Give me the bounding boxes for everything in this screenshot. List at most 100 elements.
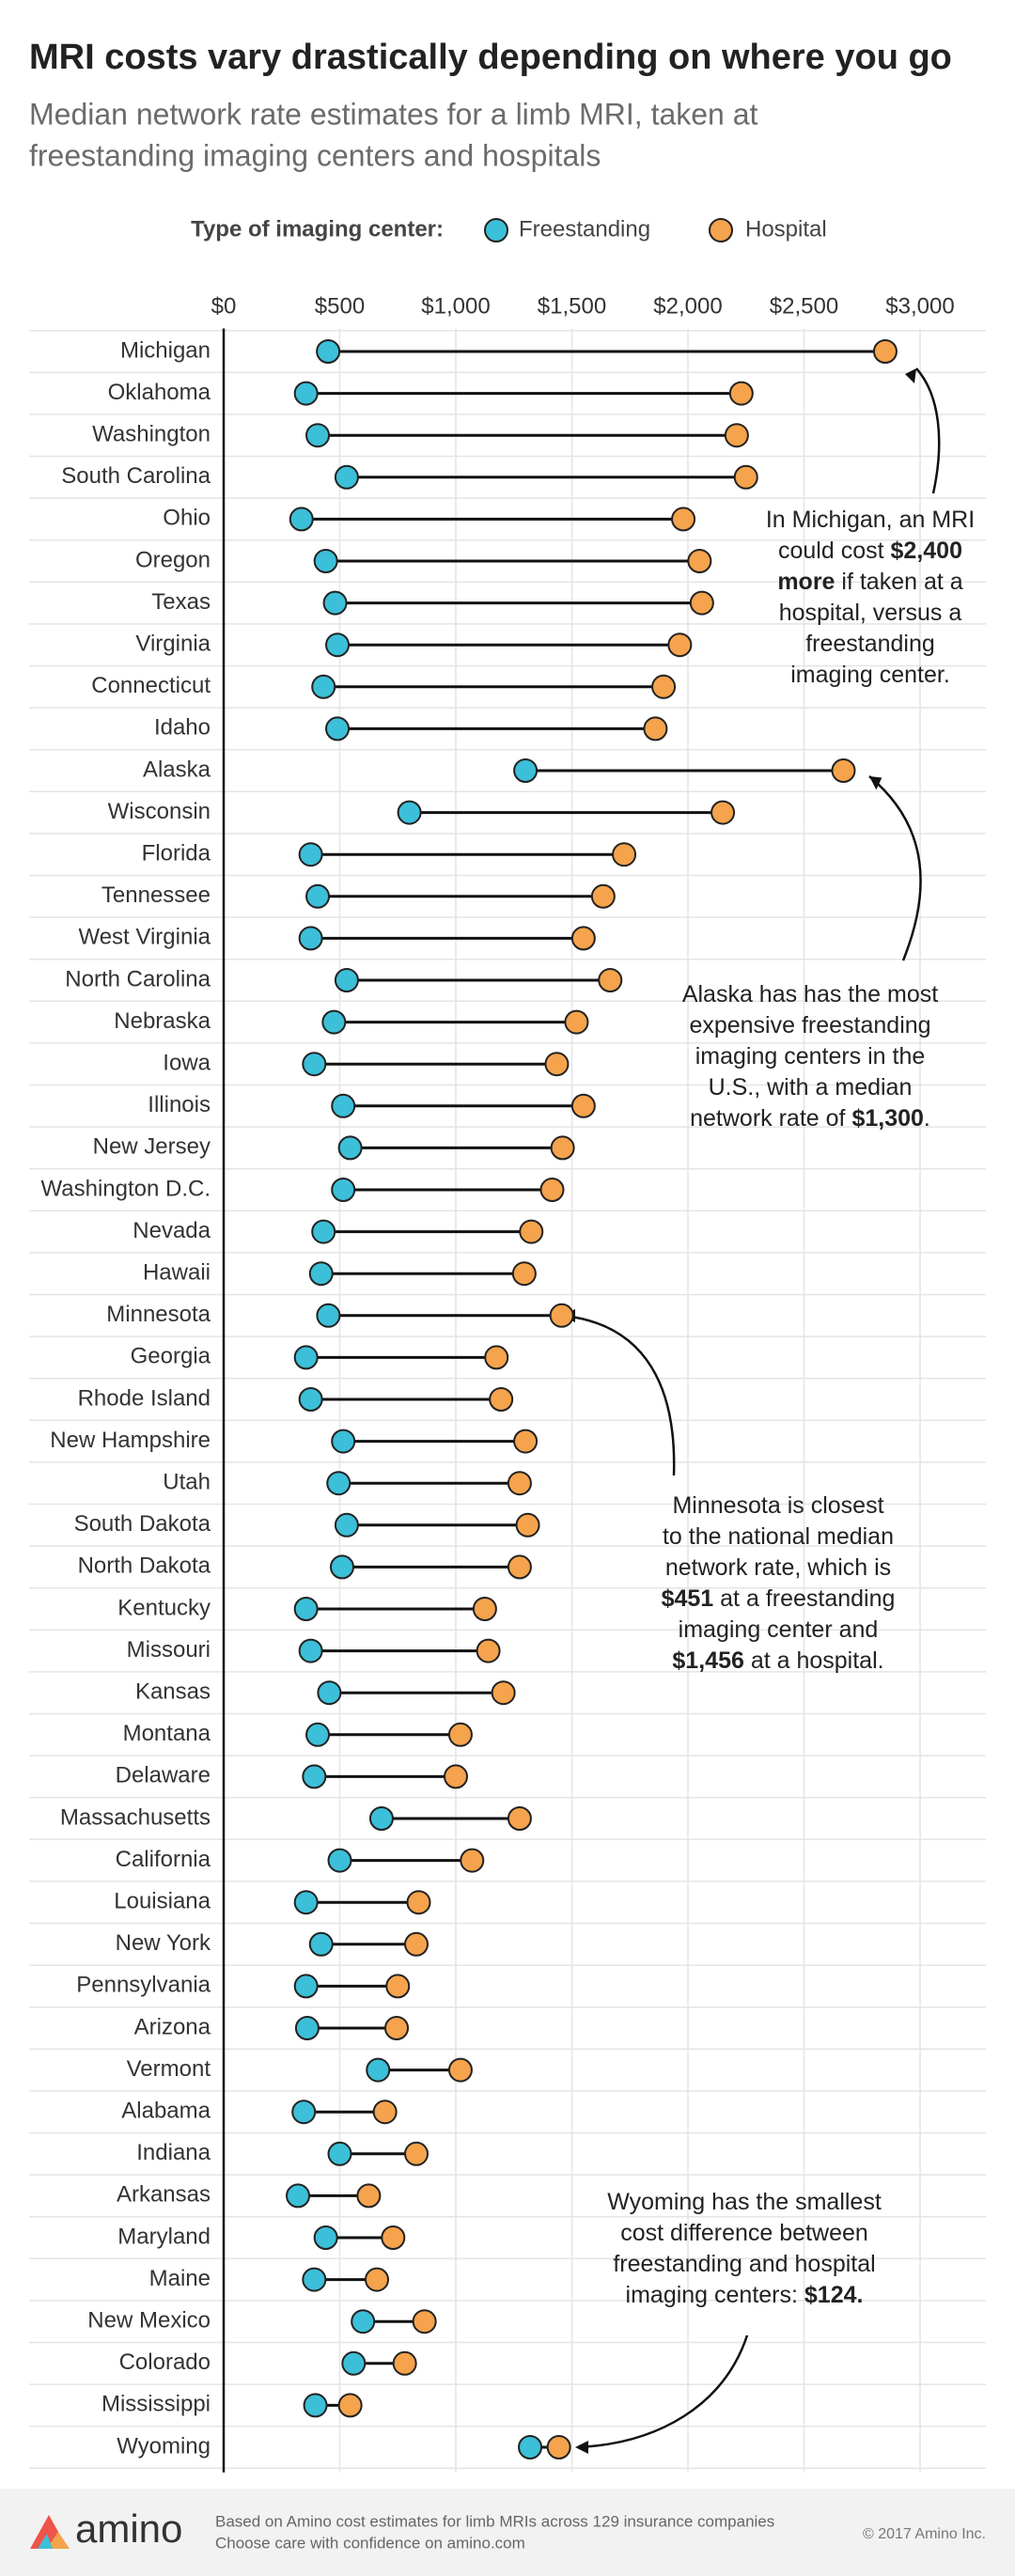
annotation-line: Minnesota is closest xyxy=(672,1492,883,1519)
y-tick-label: Oklahoma xyxy=(108,380,211,405)
x-tick-label: $2,000 xyxy=(653,293,722,319)
dot xyxy=(293,1974,319,1999)
dot xyxy=(322,590,348,616)
annotation-line: cost difference between xyxy=(620,2220,868,2246)
dot xyxy=(356,2183,382,2209)
annotation-line: network rate of $1,300. xyxy=(690,1105,930,1132)
logo-shape xyxy=(30,2515,58,2549)
dot xyxy=(643,716,668,742)
y-tick-label: Alabama xyxy=(121,2099,211,2124)
annotation-text: $2,400 xyxy=(891,538,962,564)
annotation-text: U.S., with a median xyxy=(709,1074,913,1101)
y-tick-label: Massachusetts xyxy=(60,1804,211,1830)
dot xyxy=(570,926,596,951)
chart-subtitle: freestanding imaging centers and hospita… xyxy=(29,138,601,172)
y-tick-label: Pennsylvania xyxy=(76,1973,211,1998)
annotation-text: In Michigan, an MRI xyxy=(766,507,975,533)
annotation-text: imaging centers in the xyxy=(695,1043,926,1069)
y-tick-label: South Carolina xyxy=(61,463,211,489)
annotation-text: Minnesota is closest xyxy=(672,1492,883,1519)
y-tick-label: Arizona xyxy=(134,2014,211,2039)
dot xyxy=(491,1680,516,1706)
annotation-line: to the national median xyxy=(663,1523,894,1550)
annotation-text: Wyoming has the smallest xyxy=(607,2189,882,2215)
y-tick-label: New York xyxy=(116,1930,211,1956)
dot xyxy=(513,1429,539,1454)
legend-label: Freestanding xyxy=(519,216,650,242)
dot xyxy=(327,1848,352,1873)
dot xyxy=(368,1806,394,1831)
dot xyxy=(365,2267,390,2292)
dot xyxy=(447,1722,473,1747)
y-tick-label: Kansas xyxy=(135,1679,211,1705)
dot xyxy=(317,1680,342,1706)
y-tick-label: Michigan xyxy=(120,337,211,363)
annotation-text: at a freestanding xyxy=(713,1585,895,1612)
dot xyxy=(305,423,331,448)
dot xyxy=(444,1764,468,1789)
annotation-text: hospital, versus a xyxy=(779,600,962,626)
dot xyxy=(392,2350,417,2376)
dot xyxy=(321,1009,347,1035)
annotation-line: imaging centers: $124. xyxy=(626,2282,864,2308)
dot xyxy=(406,1890,431,1915)
dot xyxy=(539,1178,565,1202)
footer-band xyxy=(0,2489,1015,2576)
y-tick-label: Washington D.C. xyxy=(40,1176,211,1201)
dot xyxy=(404,1931,429,1957)
dot xyxy=(311,1219,336,1244)
dot xyxy=(289,507,314,532)
annotation-line: imaging center. xyxy=(790,662,950,688)
dot xyxy=(334,464,359,490)
y-tick-label: Nebraska xyxy=(114,1008,211,1034)
y-tick-label: North Dakota xyxy=(78,1553,211,1579)
annotation-text: if taken at a xyxy=(835,569,962,595)
y-tick-label: Texas xyxy=(151,589,211,615)
dot xyxy=(570,1093,596,1118)
annotation-line: expensive freestanding xyxy=(689,1012,930,1038)
dot xyxy=(305,1722,331,1747)
dot xyxy=(366,2057,391,2083)
y-tick-label: Tennessee xyxy=(102,882,211,908)
dot xyxy=(311,674,336,699)
annotation-text: $124. xyxy=(804,2282,864,2308)
annotation-line: In Michigan, an MRI xyxy=(766,507,975,533)
dot xyxy=(515,1512,540,1538)
y-tick-label: Virginia xyxy=(135,632,211,657)
dot xyxy=(404,2141,429,2166)
annotation-line: Alaska has has the most xyxy=(682,981,938,1007)
grid xyxy=(29,328,986,2473)
annotation-line: freestanding xyxy=(805,631,935,657)
y-tick-label: Connecticut xyxy=(91,673,211,698)
dot xyxy=(326,1471,351,1496)
logo-text: amino xyxy=(75,2506,182,2551)
annotation-line: imaging centers in the xyxy=(695,1043,926,1069)
annotation-text: freestanding and hospital xyxy=(613,2251,875,2277)
dot xyxy=(667,632,693,658)
legend-title: Type of imaging center: xyxy=(191,216,444,242)
dot xyxy=(298,926,323,951)
y-tick-label: Kentucky xyxy=(117,1595,211,1620)
dot xyxy=(484,1345,509,1370)
arrowhead xyxy=(869,776,882,790)
dot xyxy=(331,1093,356,1118)
dot xyxy=(733,464,758,490)
dot xyxy=(293,1597,319,1621)
y-tick-label: Wisconsin xyxy=(108,799,211,824)
dot xyxy=(612,842,637,867)
dot xyxy=(476,1638,501,1663)
annotation-text: could cost xyxy=(778,538,891,564)
y-tick-label: Missouri xyxy=(127,1637,211,1663)
dot xyxy=(519,1219,544,1244)
dot xyxy=(511,1261,537,1287)
y-tick-label: Mississippi xyxy=(102,2392,211,2417)
dot xyxy=(298,842,323,867)
dot xyxy=(507,1554,532,1580)
y-tick-label: West Virginia xyxy=(78,925,211,950)
y-tick-label: Utah xyxy=(163,1470,211,1495)
annotation-text: to the national median xyxy=(663,1523,894,1550)
dot xyxy=(831,758,856,783)
dot xyxy=(308,1261,334,1287)
dot xyxy=(337,1135,363,1161)
annotation-text: more xyxy=(777,569,835,595)
